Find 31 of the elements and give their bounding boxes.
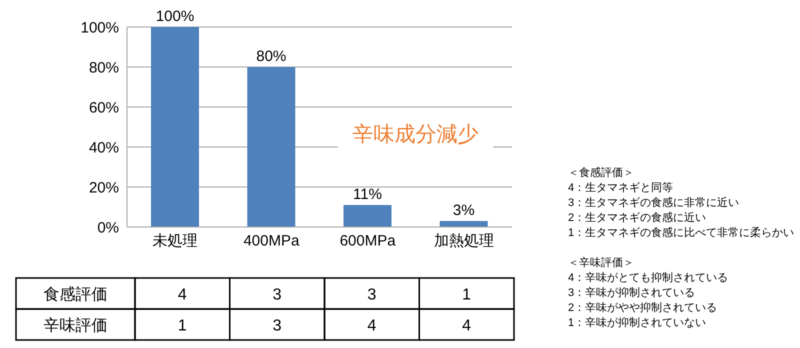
x-tick-label: 未処理 xyxy=(152,232,198,250)
text: 辛味評価 xyxy=(44,316,108,334)
text: 3 xyxy=(367,286,376,304)
text: ＜食感評価＞ 4：生タマネギと同等 3：生タマネギの食感に非常に近い 2：生タマネギの食感に近い 1：生タマネギの食感に比べて非常に柔らかい xyxy=(568,166,796,241)
data-label: 3% xyxy=(452,202,475,219)
bar xyxy=(151,27,199,227)
bar xyxy=(247,67,296,227)
y-tick-label: 0% xyxy=(97,219,119,236)
x-tick-label: 600MPa xyxy=(340,232,396,250)
text: 3 xyxy=(272,318,282,334)
text: 4 xyxy=(462,318,472,334)
y-tick-label: 40% xyxy=(88,139,119,156)
text: 1 xyxy=(462,286,472,304)
x-tick-label: 加熱処理 xyxy=(434,232,494,250)
y-tick-label: 100% xyxy=(80,19,119,36)
annotation: 辛味成分減少 xyxy=(338,112,493,156)
y-tick-label: 60% xyxy=(88,99,119,116)
x-tick-label: 400MPa xyxy=(243,232,300,250)
text: 4 xyxy=(178,286,187,304)
text: ＜辛味評価＞ 4：辛味がとても抑制されている 3：辛味が抑制されている 2：辛味がやや抑制されている 1：辛味が抑制されていない xyxy=(568,256,730,331)
text: 1 xyxy=(178,318,187,334)
text: 食感評価 xyxy=(44,286,108,304)
y-tick-label: 20% xyxy=(88,179,119,196)
text: 4 xyxy=(367,318,376,334)
text: 3 xyxy=(272,286,282,304)
data-label: 11% xyxy=(353,186,382,203)
bar xyxy=(440,221,488,227)
data-label: 100% xyxy=(156,8,194,25)
bar xyxy=(344,205,392,227)
data-label: 80% xyxy=(256,48,286,65)
y-tick-label: 80% xyxy=(88,59,119,76)
